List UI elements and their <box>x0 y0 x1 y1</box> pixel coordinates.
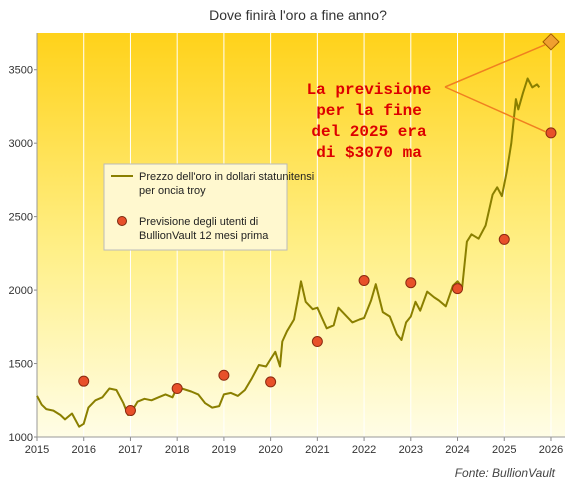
x-tick-label-2016: 2016 <box>71 444 95 456</box>
forecast-point-2016 <box>78 375 90 387</box>
x-tick-label-2022: 2022 <box>352 444 376 456</box>
x-tick-label-2025: 2025 <box>492 444 516 456</box>
annotation-line-4: di $3070 ma <box>316 144 422 162</box>
annotation-arrow-upper <box>444 44 546 88</box>
x-tick-label-2015: 2015 <box>25 444 49 456</box>
x-tick-label-2017: 2017 <box>118 444 142 456</box>
forecast-point-2025 <box>498 233 510 245</box>
forecast-point-2019 <box>218 369 230 381</box>
legend-label-forecast-line2: BullionVault 12 mesi prima <box>139 230 269 242</box>
forecast-point-2017 <box>124 405 136 417</box>
x-tick-label-2019: 2019 <box>212 444 236 456</box>
forecast-point-2020 <box>265 376 277 388</box>
forecast-point-2024 <box>452 283 464 295</box>
y-tick-label-3000: 3000 <box>9 138 33 150</box>
y-tick-label-2500: 2500 <box>9 212 33 224</box>
forecast-point-2023 <box>405 277 417 289</box>
annotation-arrows <box>444 33 560 133</box>
annotation-arrow-lower <box>444 86 547 133</box>
x-tick-label-2023: 2023 <box>399 444 423 456</box>
y-axis: 1000 1500 2000 2500 3000 3500 <box>9 33 38 444</box>
x-tick-label-2021: 2021 <box>305 444 329 456</box>
legend-box <box>103 163 288 251</box>
forecast-point-2022 <box>358 275 370 287</box>
y-tick-label-1500: 1500 <box>9 359 33 371</box>
forecast-point-2018 <box>171 383 183 395</box>
x-tick-label-2024: 2024 <box>445 444 469 456</box>
legend-label-price-line1: Prezzo dell'oro in dollari statunitensi <box>139 171 314 183</box>
source-label: Fonte: BullionVault <box>455 466 556 480</box>
annotation-line-1: La previsione <box>307 81 432 99</box>
annotation-diamond-marker <box>542 33 560 51</box>
legend-label-forecast-line1: Previsione degli utenti di <box>139 216 258 228</box>
annotation-line-3: del 2025 era <box>311 123 427 141</box>
x-axis: 2015 2016 2017 2018 2019 2020 2021 2022 2023 2024… <box>25 436 565 456</box>
x-tick-label-2018: 2018 <box>165 444 189 456</box>
x-tick-label-2020: 2020 <box>258 444 282 456</box>
annotation: La previsione per la fine del 2025 era d… <box>307 33 560 162</box>
chart-title: Dove finirà l'oro a fine anno? <box>209 7 387 23</box>
y-tick-label-1000: 1000 <box>9 432 33 444</box>
y-tick-label-2000: 2000 <box>9 285 33 297</box>
x-tick-label-2026: 2026 <box>539 444 563 456</box>
legend-label-price-line2: per oncia troy <box>139 185 206 197</box>
forecast-point-series <box>78 127 557 417</box>
y-tick-label-3500: 3500 <box>9 65 33 77</box>
legend-point-swatch <box>117 216 127 226</box>
legend: Prezzo dell'oro in dollari statunitensi … <box>103 163 314 251</box>
annotation-line-2: per la fine <box>316 102 422 120</box>
forecast-point-2021 <box>311 336 323 348</box>
forecast-point-2026 <box>545 127 557 139</box>
